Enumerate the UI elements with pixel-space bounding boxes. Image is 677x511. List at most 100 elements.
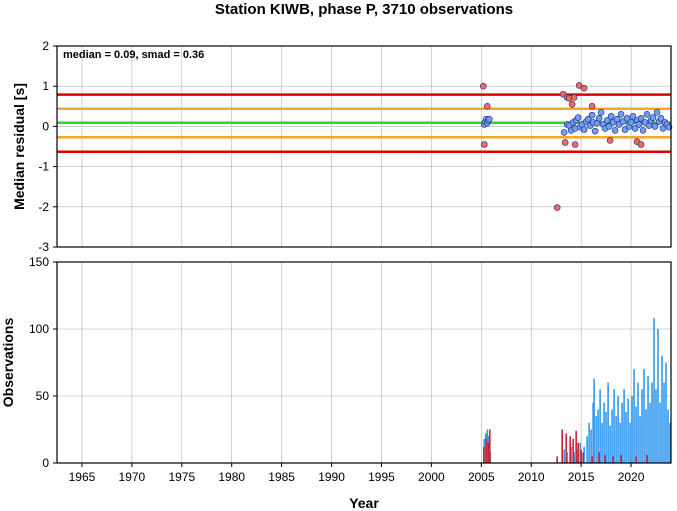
residual-point: [617, 111, 625, 118]
observation-bar: [645, 409, 647, 463]
observation-bar: [609, 425, 611, 463]
observation-bar: [605, 412, 607, 463]
residual-point: [605, 123, 613, 130]
residual-point: [485, 115, 493, 123]
x-tick-label: 1975: [168, 470, 195, 484]
observation-bar: [641, 389, 643, 463]
residual-point: [570, 94, 578, 101]
x-tick-label: 2015: [568, 470, 595, 484]
observation-bar: [485, 438, 488, 463]
residual-point: [584, 115, 592, 123]
residual-point: [568, 100, 576, 108]
residual-point: [603, 117, 611, 124]
observation-bar: [623, 389, 625, 463]
observation-bar: [597, 409, 599, 463]
observation-bar: [556, 456, 558, 463]
observation-bar: [579, 442, 581, 463]
observation-bar: [483, 446, 485, 463]
observation-bar: [488, 429, 491, 463]
residual-point: [483, 103, 491, 110]
residual-point: [571, 141, 579, 148]
observation-bar: [570, 446, 572, 463]
observation-bar: [607, 382, 609, 463]
x-tick-label: 1995: [368, 470, 395, 484]
residual-point: [575, 82, 583, 89]
observation-bar: [627, 398, 629, 463]
observation-bar: [583, 446, 585, 463]
observation-bar: [665, 362, 667, 463]
observation-bar: [582, 452, 584, 463]
observation-bar: [637, 382, 639, 463]
observation-bar: [588, 422, 590, 463]
observations-y-tick-label: 150: [29, 255, 49, 269]
x-tick-label: 1985: [268, 470, 295, 484]
observation-bar: [612, 456, 614, 463]
observations-panel: 0 50 100 150 1965 1970 1975 1980 1985 1990 1995 20…: [0, 255, 672, 511]
residual-point: [481, 141, 488, 148]
observation-bar: [599, 389, 601, 463]
observation-bar: [663, 382, 665, 463]
residual-panel: -3 -2 -1 0 1 2 median = 0.09, smad = 0.36 Med…: [11, 39, 673, 254]
observation-bar: [598, 452, 600, 463]
observation-bar: [620, 454, 622, 463]
residual-y-tick-label: 1: [42, 79, 49, 93]
residual-point: [643, 111, 651, 118]
residual-point: [561, 139, 569, 146]
observation-bar: [601, 422, 603, 463]
residual-point: [580, 84, 588, 92]
observation-bar: [572, 438, 574, 463]
x-tick-label: 1965: [69, 470, 96, 484]
observation-bar: [565, 433, 567, 463]
x-tick-label: 2010: [518, 470, 545, 484]
observation-bar: [611, 409, 613, 463]
observation-bar: [651, 382, 653, 463]
observation-bar: [661, 355, 663, 463]
residual-point: [639, 127, 647, 134]
observation-bar: [635, 456, 637, 463]
residual-point: [588, 103, 596, 110]
x-tick-label: 1990: [318, 470, 345, 484]
residual-point: [637, 141, 645, 148]
observation-bar: [563, 449, 565, 463]
observation-bar: [590, 429, 592, 463]
observation-bar: [621, 402, 623, 463]
residual-y-tick-label: -2: [38, 200, 49, 214]
residual-point: [480, 82, 487, 90]
chart-title: Station KIWB, phase P, 3710 observations: [215, 1, 513, 18]
residual-point: [607, 113, 615, 120]
residual-point: [623, 115, 631, 122]
observation-bar: [603, 402, 605, 463]
residual-point: [631, 125, 639, 132]
residual-panel-frame: [56, 45, 672, 248]
residual-point: [574, 114, 582, 121]
residual-point: [560, 129, 568, 136]
x-tick-label: 2000: [418, 470, 445, 484]
x-tick-label: 2020: [618, 470, 645, 484]
observation-bar: [592, 402, 594, 463]
observations-y-tick-label: 0: [42, 456, 49, 470]
residual-point: [651, 123, 659, 130]
observation-bar: [595, 416, 597, 463]
residual-point: [657, 115, 665, 122]
observation-bar: [487, 442, 490, 463]
observation-bar: [561, 429, 563, 463]
residual-point: [580, 126, 588, 133]
residual-point: [635, 121, 643, 128]
residual-y-tick-label: 0: [42, 119, 49, 133]
x-axis-label: Year: [349, 495, 379, 511]
observation-bar: [667, 409, 669, 463]
residual-point: [637, 115, 645, 122]
residual-point: [591, 127, 599, 135]
residual-y-tick-label: 2: [42, 39, 49, 53]
residual-annotation: median = 0.09, smad = 0.36: [63, 49, 204, 61]
observation-bar: [580, 449, 582, 463]
observation-bar: [635, 406, 637, 463]
x-tick-label: 1980: [218, 470, 245, 484]
observation-bar: [657, 329, 659, 463]
residual-y-tick-label: -3: [38, 240, 49, 254]
observation-bar: [577, 442, 579, 463]
observation-bar: [649, 402, 651, 463]
residual-point: [595, 115, 603, 122]
residual-y-tick-label: -1: [38, 160, 49, 174]
